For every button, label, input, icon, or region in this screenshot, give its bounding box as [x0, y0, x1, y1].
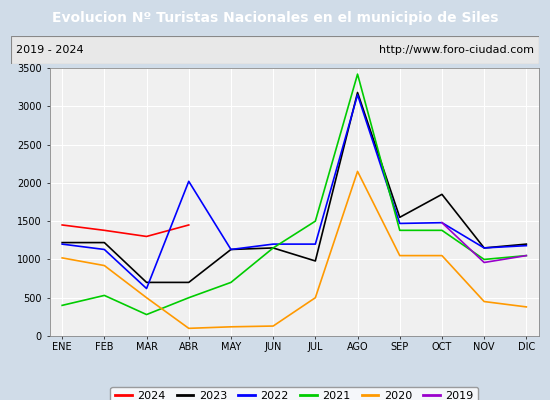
2020 — [481, 299, 487, 304]
2021 — [143, 312, 150, 317]
2023 — [312, 258, 318, 263]
2022 — [143, 286, 150, 291]
2022 — [270, 242, 277, 246]
2021 — [354, 72, 361, 76]
2022 — [59, 242, 65, 246]
2023 — [523, 242, 530, 246]
2021 — [185, 295, 192, 300]
Line: 2024: 2024 — [62, 225, 189, 236]
2021 — [228, 280, 234, 285]
2020 — [101, 263, 108, 268]
2020 — [523, 304, 530, 309]
2020 — [228, 324, 234, 329]
2024 — [185, 222, 192, 227]
2021 — [101, 293, 108, 298]
2024 — [143, 234, 150, 239]
2022 — [439, 220, 446, 225]
2021 — [439, 228, 446, 233]
2021 — [312, 219, 318, 224]
2023 — [143, 280, 150, 285]
Line: 2022: 2022 — [62, 95, 526, 288]
Line: 2023: 2023 — [62, 92, 526, 282]
2020 — [354, 169, 361, 174]
2021 — [59, 303, 65, 308]
2020 — [270, 324, 277, 328]
2023 — [228, 247, 234, 252]
2022 — [312, 242, 318, 246]
2022 — [481, 246, 487, 250]
2020 — [59, 256, 65, 260]
2019 — [523, 253, 530, 258]
2019 — [439, 220, 446, 225]
2020 — [312, 295, 318, 300]
2020 — [143, 295, 150, 300]
2024 — [101, 228, 108, 233]
2023 — [59, 240, 65, 245]
2020 — [439, 253, 446, 258]
2020 — [397, 253, 403, 258]
2023 — [185, 280, 192, 285]
2022 — [185, 179, 192, 184]
2022 — [101, 247, 108, 252]
2023 — [101, 240, 108, 245]
Text: 2019 - 2024: 2019 - 2024 — [16, 45, 84, 55]
2021 — [523, 253, 530, 258]
2023 — [397, 215, 403, 220]
2022 — [354, 92, 361, 97]
2023 — [270, 246, 277, 250]
2023 — [354, 90, 361, 95]
2021 — [481, 257, 487, 262]
Text: Evolucion Nº Turistas Nacionales en el municipio de Siles: Evolucion Nº Turistas Nacionales en el m… — [52, 11, 498, 25]
2022 — [228, 247, 234, 252]
2022 — [523, 243, 530, 248]
Legend: 2024, 2023, 2022, 2021, 2020, 2019: 2024, 2023, 2022, 2021, 2020, 2019 — [111, 386, 478, 400]
Line: 2019: 2019 — [442, 223, 526, 262]
Line: 2020: 2020 — [62, 171, 526, 328]
2019 — [481, 260, 487, 265]
2022 — [397, 221, 403, 226]
Text: http://www.foro-ciudad.com: http://www.foro-ciudad.com — [379, 45, 534, 55]
2021 — [397, 228, 403, 233]
2021 — [270, 246, 277, 250]
Line: 2021: 2021 — [62, 74, 526, 314]
2020 — [185, 326, 192, 331]
2023 — [439, 192, 446, 197]
2024 — [59, 222, 65, 227]
2023 — [481, 246, 487, 250]
